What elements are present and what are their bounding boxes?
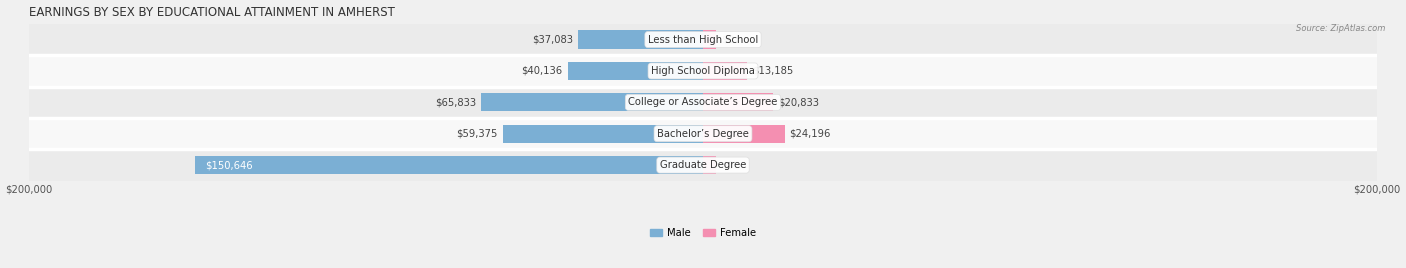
Bar — [195, 156, 703, 174]
Bar — [30, 149, 1376, 181]
Bar — [503, 125, 703, 143]
Text: $13,185: $13,185 — [752, 66, 794, 76]
Text: Graduate Degree: Graduate Degree — [659, 160, 747, 170]
Text: Source: ZipAtlas.com: Source: ZipAtlas.com — [1295, 24, 1385, 33]
Text: $20,833: $20,833 — [779, 97, 820, 107]
Text: Bachelor’s Degree: Bachelor’s Degree — [657, 129, 749, 139]
Bar — [703, 156, 717, 174]
Bar — [703, 31, 717, 49]
Text: $40,136: $40,136 — [522, 66, 562, 76]
Text: $150,646: $150,646 — [205, 160, 253, 170]
Bar — [703, 125, 785, 143]
Text: $59,375: $59,375 — [457, 129, 498, 139]
Bar — [703, 62, 748, 80]
Bar — [30, 118, 1376, 149]
Text: EARNINGS BY SEX BY EDUCATIONAL ATTAINMENT IN AMHERST: EARNINGS BY SEX BY EDUCATIONAL ATTAINMEN… — [30, 6, 395, 18]
Text: College or Associate’s Degree: College or Associate’s Degree — [628, 97, 778, 107]
Text: $0: $0 — [721, 160, 734, 170]
Text: High School Diploma: High School Diploma — [651, 66, 755, 76]
Text: $37,083: $37,083 — [531, 35, 574, 44]
Bar — [568, 62, 703, 80]
Text: $24,196: $24,196 — [790, 129, 831, 139]
Text: Less than High School: Less than High School — [648, 35, 758, 44]
Text: $65,833: $65,833 — [434, 97, 477, 107]
Bar — [30, 87, 1376, 118]
Text: $0: $0 — [721, 35, 734, 44]
Bar — [30, 24, 1376, 55]
Bar — [30, 55, 1376, 87]
Bar — [481, 93, 703, 111]
Legend: Male, Female: Male, Female — [647, 224, 759, 242]
Bar — [578, 31, 703, 49]
Bar — [703, 93, 773, 111]
